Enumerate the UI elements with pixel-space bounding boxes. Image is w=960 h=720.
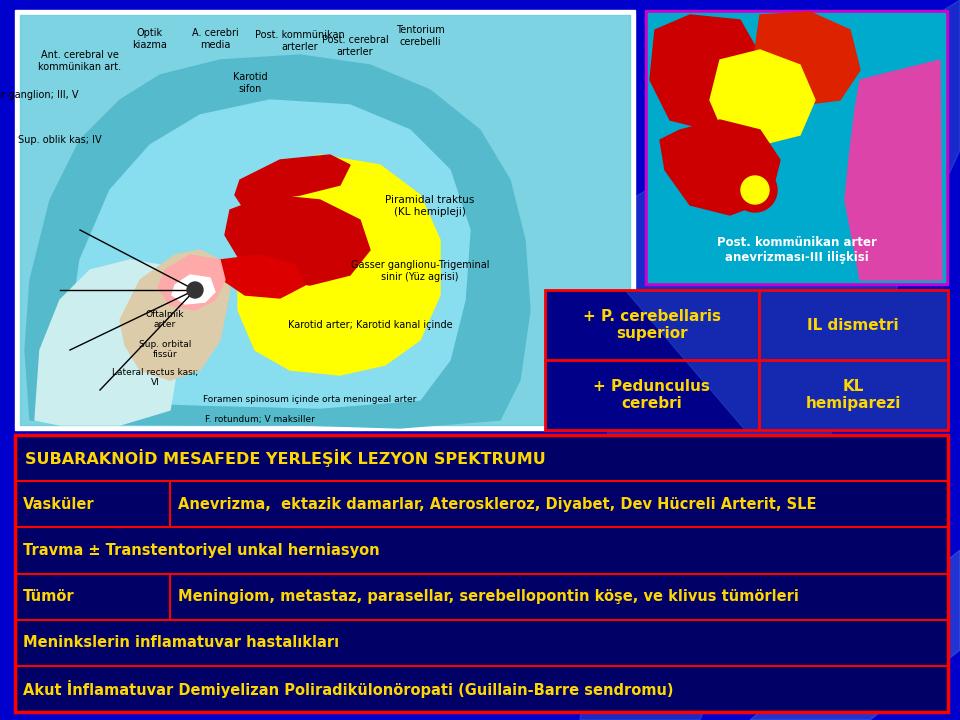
Bar [20,15,630,425]
Text: Tümör: Tümör [23,589,75,604]
Text: Akut İnflamatuvar Demiyelizan Poliradikülonöropati (Guillain-Barre sendromu): Akut İnflamatuvar Demiyelizan Poliradikü… [23,680,674,698]
Text: IL dismetri: IL dismetri [807,318,900,333]
Circle shape [733,168,777,212]
Text: Optik
kiazma: Optik kiazma [132,28,167,50]
Text: Ant. cerebral ve
kommünikan art.: Ant. cerebral ve kommünikan art. [38,50,122,71]
Polygon shape [235,155,350,210]
Text: Anevrizma,  ektazik damarlar, Ateroskleroz, Diyabet, Dev Hücreli Arterit, SLE: Anevrizma, ektazik damarlar, Aterosklero… [178,497,817,512]
Text: Tentorium
cerebelli: Tentorium cerebelli [396,25,444,47]
Text: + P. cerebellaris
superior: + P. cerebellaris superior [583,309,721,341]
Bar [545,290,948,430]
Bar [645,10,948,285]
Text: Karotid arter; Karotid kanal içinde: Karotid arter; Karotid kanal içinde [288,320,452,330]
Text: Post. kommünikan
arterler: Post. kommünikan arterler [255,30,345,52]
Text: Post. kommünikan arter
anevrizması-III ilişkisi: Post. kommünikan arter anevrizması-III i… [716,236,876,264]
Text: Siliar ganglion; III, V: Siliar ganglion; III, V [0,90,79,100]
Bar [545,290,948,430]
Polygon shape [625,290,948,430]
Text: Foramen spinosum içinde orta meningeal arter: Foramen spinosum içinde orta meningeal a… [204,395,417,404]
Bar [648,13,945,282]
Text: Karotid
sifon: Karotid sifon [232,72,267,94]
Text: Lateral rectus kası;
VI: Lateral rectus kası; VI [112,368,198,387]
Polygon shape [238,155,440,375]
Text: Oftalmik
arter: Oftalmik arter [146,310,184,329]
Polygon shape [580,0,960,720]
Bar [15,435,948,712]
Polygon shape [35,260,180,425]
Polygon shape [660,120,780,215]
Circle shape [187,282,203,298]
Text: Travma ± Transtentoriyel unkal herniasyon: Travma ± Transtentoriyel unkal herniasyo… [23,543,379,558]
Polygon shape [650,15,760,130]
Polygon shape [120,250,230,380]
Polygon shape [750,550,960,720]
Text: Vasküler: Vasküler [23,497,95,512]
Text: Post. cerebral
arterler: Post. cerebral arterler [322,35,389,57]
Bar [15,435,948,712]
Text: Gasser ganglionu-Trigeminal
sinir (Yüz agrisi): Gasser ganglionu-Trigeminal sinir (Yüz a… [350,260,490,282]
Text: Meninkslerin inflamatuvar hastalıkları: Meninkslerin inflamatuvar hastalıkları [23,635,339,650]
Text: A. cerebri
media: A. cerebri media [192,28,238,50]
Polygon shape [225,195,370,285]
Text: KL
hemiparezi: KL hemiparezi [805,379,901,411]
Polygon shape [158,255,225,310]
Text: Sup. orbital
fissür: Sup. orbital fissür [139,340,191,359]
Polygon shape [710,50,815,145]
Text: Meningiom, metastaz, parasellar, serebellopontin köşe, ve klivus tümörleri: Meningiom, metastaz, parasellar, serebel… [178,589,799,604]
Circle shape [741,176,769,204]
Text: F. rotundum; V maksiller: F. rotundum; V maksiller [205,415,315,424]
Text: Sup. oblik kas; IV: Sup. oblik kas; IV [18,135,102,145]
Bar [15,10,635,430]
Polygon shape [755,12,860,105]
Text: + Pedunculus
cerebri: + Pedunculus cerebri [593,379,710,411]
Text: SUBARAKNOİD MESAFEDE YERLEŞİK LEZYON SPEKTRUMU: SUBARAKNOİD MESAFEDE YERLEŞİK LEZYON SPE… [25,449,545,467]
Polygon shape [70,100,470,408]
Polygon shape [172,275,215,304]
Polygon shape [25,55,530,428]
Text: Piramidal traktus
(KL hemipleji): Piramidal traktus (KL hemipleji) [385,195,474,217]
Polygon shape [220,255,305,298]
Polygon shape [845,60,942,280]
